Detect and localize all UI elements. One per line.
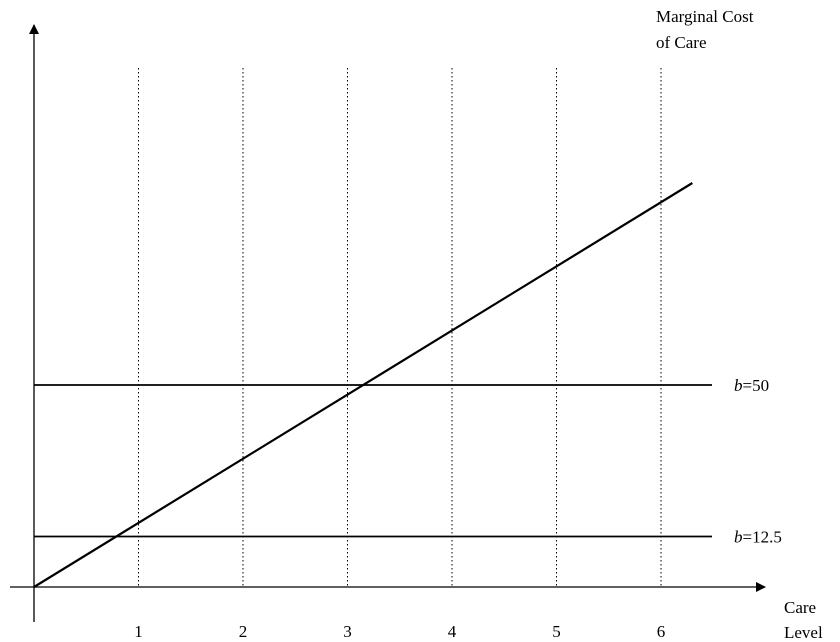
x-tick-3: 3	[343, 622, 352, 641]
marginal-cost-line	[33, 182, 693, 588]
x-tick-1: 1	[134, 622, 143, 641]
x-axis-label-line-2: Level	[784, 623, 823, 642]
x-tick-4: 4	[448, 622, 457, 641]
x-tick-2: 2	[239, 622, 248, 641]
x-tick-labels: 1 2 3 4 5 6	[134, 622, 665, 641]
y-axis-label-line-1: Marginal Cost	[656, 7, 754, 26]
vertical-gridlines	[138, 68, 662, 587]
reference-label-b12-5: b=12.5	[734, 528, 782, 547]
x-axis-label-line-1: Care	[784, 598, 816, 617]
y-axis-label-line-2: of Care	[656, 33, 707, 52]
reference-label-b50: b=50	[734, 376, 769, 395]
x-tick-5: 5	[552, 622, 561, 641]
x-tick-6: 6	[657, 622, 666, 641]
